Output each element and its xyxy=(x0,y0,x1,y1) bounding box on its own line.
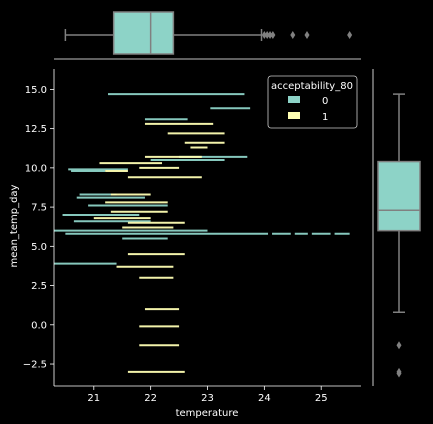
y-tick-label-3: 5.0 xyxy=(31,242,47,253)
top-box-outlier-6 xyxy=(347,31,353,39)
x-tick-label-4: 25 xyxy=(315,393,328,404)
top-box-iqr xyxy=(112,11,175,55)
main-plot-area: 21 22 23 24 25 −2.5 0.0 2.5 5.0 7.5 10.0 12.5 15.0 xyxy=(23,69,361,404)
legend-title: acceptability_80 xyxy=(271,81,353,92)
legend-label-1: 1 xyxy=(322,112,328,123)
y-axis-ticks: −2.5 0.0 2.5 5.0 7.5 10.0 12.5 15.0 xyxy=(23,85,54,371)
x-axis-ticks: 21 22 23 24 25 xyxy=(87,386,328,404)
top-box-outlier-2 xyxy=(267,31,273,39)
segment-gap-0 xyxy=(268,231,273,236)
x-tick-label-3: 24 xyxy=(258,393,271,404)
top-marginal-boxplot xyxy=(54,11,361,60)
y-tick-label-2: 2.5 xyxy=(31,281,47,292)
legend: acceptability_80 0 1 xyxy=(267,75,358,129)
x-tick-label-1: 22 xyxy=(144,393,157,404)
right-box-iqr xyxy=(377,160,421,232)
top-box-outlier-3 xyxy=(270,31,276,39)
segment-gap-1 xyxy=(290,231,295,236)
x-tick-label-2: 23 xyxy=(201,393,214,404)
y-axis-label: mean_temp_day xyxy=(9,184,20,267)
data-segments xyxy=(54,93,350,373)
top-box-outlier-4 xyxy=(290,31,296,39)
legend-swatch-0 xyxy=(288,96,300,103)
right-marginal-boxplot xyxy=(372,69,421,386)
y-tick-label-5: 10.0 xyxy=(25,163,47,174)
x-tick-label-0: 21 xyxy=(87,393,100,404)
right-box-outlier-0 xyxy=(396,341,402,350)
right-box-outlier-2 xyxy=(396,369,402,378)
segment-gap-2 xyxy=(307,231,312,236)
y-tick-label-0: −2.5 xyxy=(23,360,47,371)
x-axis-label: temperature xyxy=(176,408,239,419)
top-box-outlier-5 xyxy=(304,31,310,39)
y-tick-label-4: 7.5 xyxy=(31,203,47,214)
top-box-outlier-1 xyxy=(264,31,270,39)
legend-swatch-1 xyxy=(288,112,300,119)
legend-label-0: 0 xyxy=(322,96,328,107)
y-tick-label-1: 0.0 xyxy=(31,320,47,331)
y-tick-label-7: 15.0 xyxy=(25,85,47,96)
top-box-outlier-0 xyxy=(261,31,267,39)
y-tick-label-6: 12.5 xyxy=(25,124,47,135)
segment-gap-3 xyxy=(330,231,335,236)
